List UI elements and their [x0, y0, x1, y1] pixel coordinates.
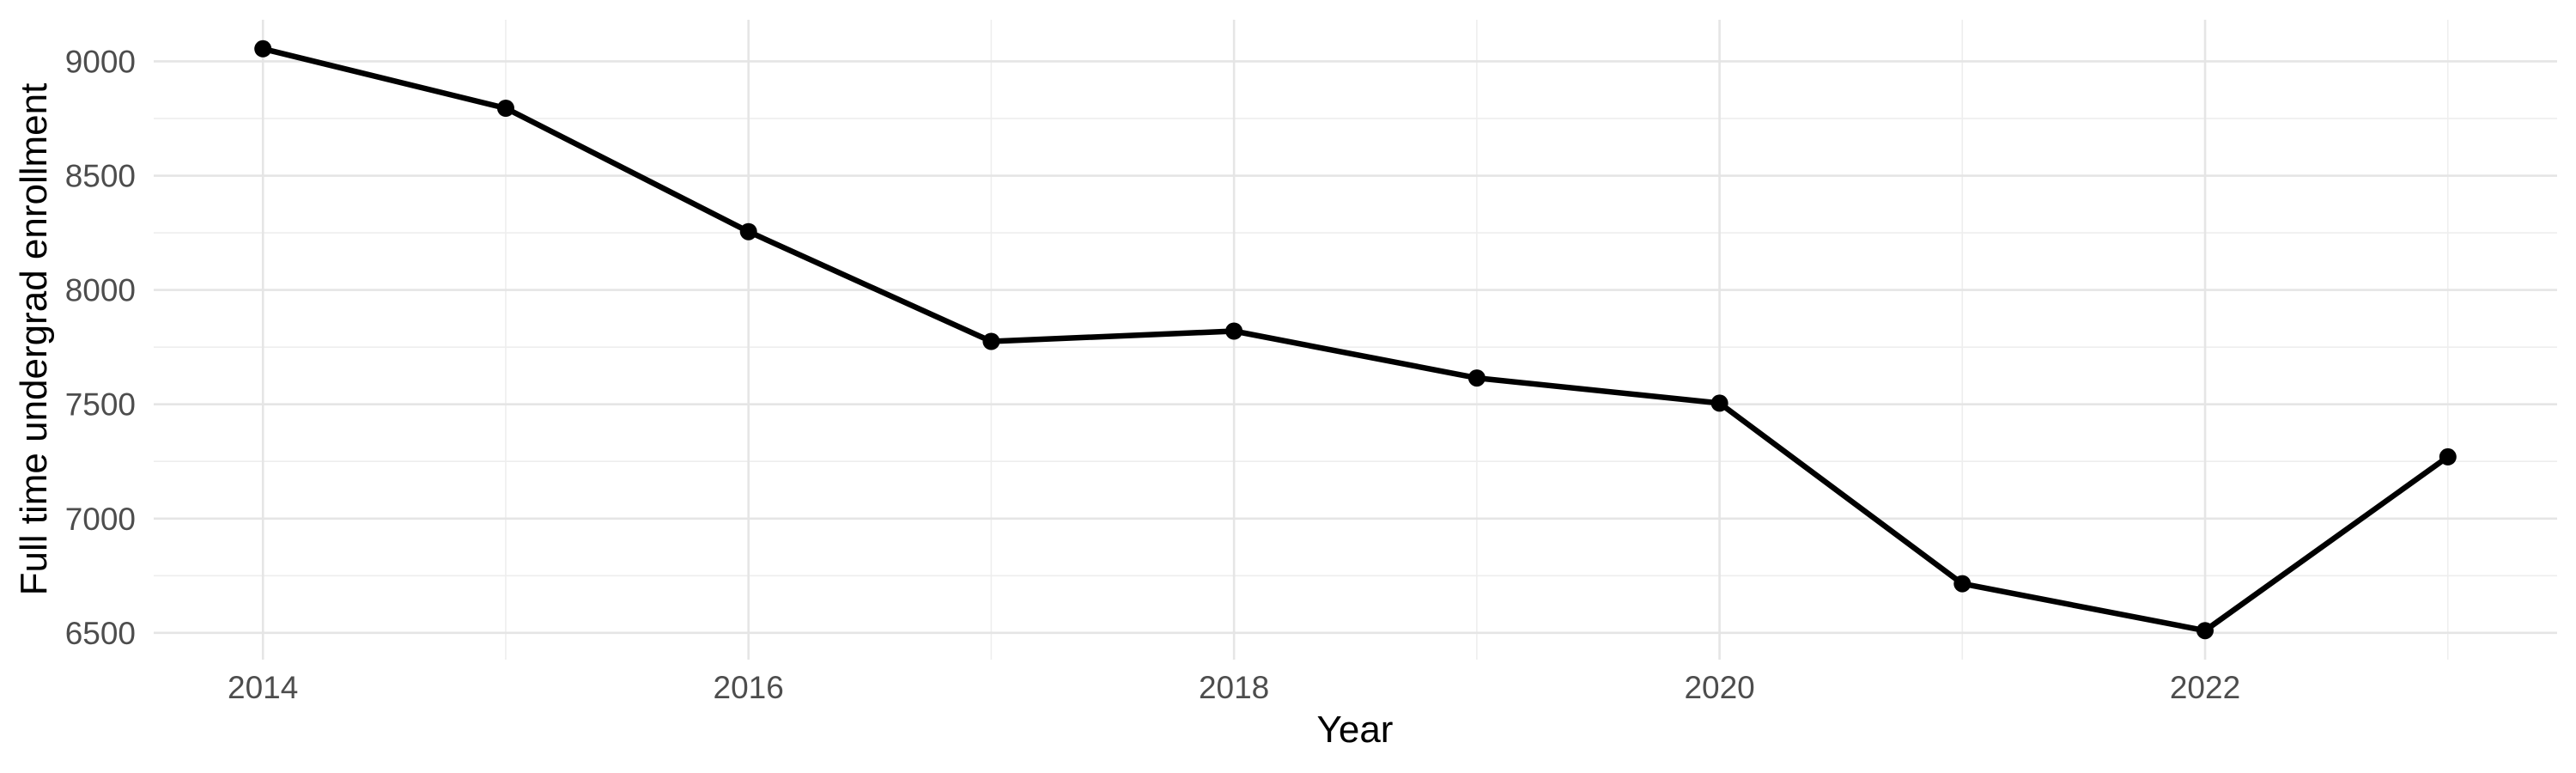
data-point-2015 [497, 100, 514, 117]
y-tick-label-8000: 8000 [65, 273, 136, 308]
y-tick-label-8500: 8500 [65, 159, 136, 194]
data-point-2021 [1953, 575, 1971, 593]
y-tick-label-9000: 9000 [65, 44, 136, 79]
data-point-2022 [2196, 622, 2214, 640]
data-point-2014 [254, 40, 272, 58]
data-point-2018 [1225, 322, 1243, 340]
data-point-2020 [1710, 394, 1728, 412]
y-tick-label-7500: 7500 [65, 387, 136, 423]
x-tick-label-2020: 2020 [1684, 670, 1754, 705]
data-point-2016 [739, 222, 757, 240]
y-tick-label-6500: 6500 [65, 616, 136, 651]
data-point-2017 [982, 332, 1000, 350]
x-tick-label-2018: 2018 [1199, 670, 1269, 705]
data-point-2019 [1467, 369, 1485, 387]
x-tick-label-2016: 2016 [714, 670, 784, 705]
x-tick-label-2014: 2014 [228, 670, 298, 705]
enrollment-series-line [262, 46, 2450, 634]
x-tick-label-2022: 2022 [2170, 670, 2240, 705]
data-point-2023 [2439, 447, 2457, 466]
y-tick-label-7000: 7000 [65, 502, 136, 537]
